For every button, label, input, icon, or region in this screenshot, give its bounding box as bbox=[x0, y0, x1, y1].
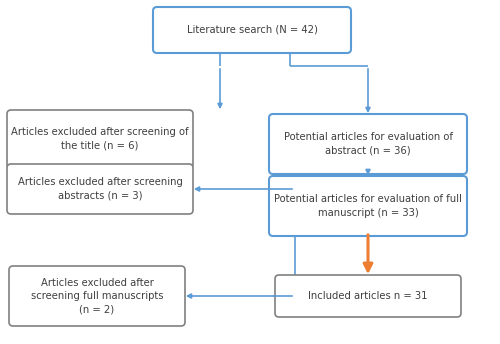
FancyBboxPatch shape bbox=[153, 7, 351, 53]
FancyBboxPatch shape bbox=[275, 275, 461, 317]
FancyBboxPatch shape bbox=[7, 110, 193, 168]
Text: Articles excluded after screening of
the title (n = 6): Articles excluded after screening of the… bbox=[11, 127, 189, 151]
FancyBboxPatch shape bbox=[7, 164, 193, 214]
FancyBboxPatch shape bbox=[269, 114, 467, 174]
FancyBboxPatch shape bbox=[9, 266, 185, 326]
Text: Included articles n = 31: Included articles n = 31 bbox=[308, 291, 428, 301]
Text: Articles excluded after
screening full manuscripts
(n = 2): Articles excluded after screening full m… bbox=[31, 278, 163, 314]
Text: Potential articles for evaluation of
abstract (n = 36): Potential articles for evaluation of abs… bbox=[284, 132, 452, 155]
Text: Articles excluded after screening
abstracts (n = 3): Articles excluded after screening abstra… bbox=[18, 178, 182, 201]
Text: Literature search (N = 42): Literature search (N = 42) bbox=[186, 25, 318, 35]
FancyBboxPatch shape bbox=[269, 176, 467, 236]
Text: Potential articles for evaluation of full
manuscript (n = 33): Potential articles for evaluation of ful… bbox=[274, 194, 462, 218]
